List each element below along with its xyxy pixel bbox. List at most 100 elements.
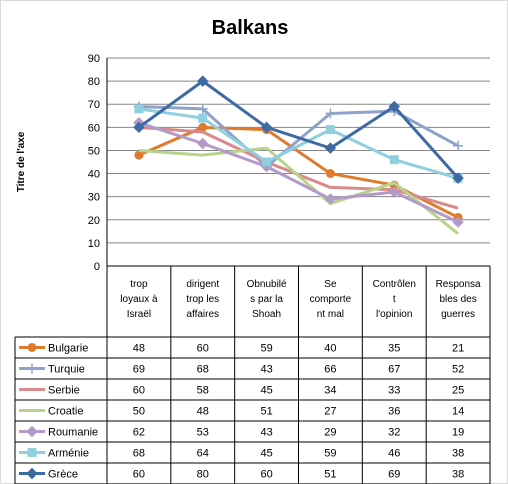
data-point — [325, 125, 335, 135]
table-cell: 45 — [260, 448, 272, 460]
table-cell: 38 — [452, 448, 464, 460]
table-cell: 59 — [324, 448, 336, 460]
table-cell: 64 — [197, 448, 209, 460]
data-point — [388, 186, 400, 198]
series-line — [138, 121, 459, 224]
legend-label: Turquie — [48, 364, 85, 376]
table-cell: 36 — [388, 406, 400, 418]
table-cell: 48 — [197, 406, 209, 418]
series-croatie — [138, 146, 460, 235]
series-roumanie — [133, 117, 464, 228]
y-axis-title: Titre de l'axe — [16, 131, 27, 192]
data-point — [133, 121, 145, 134]
series-line — [138, 79, 460, 180]
table-cell: 58 — [197, 385, 209, 397]
data-point — [197, 103, 208, 114]
legend-marker — [26, 467, 38, 480]
table-cell: 52 — [452, 364, 464, 376]
table-cell: 32 — [388, 427, 400, 439]
data-point — [134, 150, 144, 160]
category-label-line: t — [393, 294, 396, 305]
y-tick-label: 20 — [88, 215, 100, 227]
legend-label: Bulgarie — [48, 343, 88, 355]
data-point — [262, 157, 272, 167]
legend-label: Serbie — [48, 385, 80, 397]
data-point — [260, 121, 273, 134]
category-label-line: affaires — [186, 309, 219, 320]
category-label-line: s par la — [250, 294, 283, 305]
table-cell: 80 — [197, 469, 209, 481]
legend-marker — [27, 343, 37, 352]
data-point — [197, 75, 209, 87]
table-cell: 60 — [260, 469, 272, 481]
table-cell: 59 — [260, 343, 272, 355]
table-cell: 43 — [260, 427, 272, 439]
category-label-line: trop les — [186, 294, 219, 305]
data-point — [325, 108, 336, 119]
y-tick-label: 50 — [88, 145, 100, 157]
category-label-line: bles des — [439, 294, 476, 305]
category-label: dirigent trop les affaires — [186, 279, 219, 320]
category-label-line: loyaux à — [120, 294, 158, 305]
y-tick-label: 0 — [94, 261, 100, 273]
series-grèce — [133, 75, 464, 184]
category-label: Responsa bles des guerres — [436, 279, 481, 320]
table-cell: 29 — [324, 427, 336, 439]
table-cell: 69 — [388, 469, 400, 481]
table-cell: 35 — [388, 343, 400, 355]
chart-title: Balkans — [212, 17, 289, 39]
data-point — [198, 113, 208, 123]
y-tick-label: 70 — [88, 99, 100, 111]
data-point — [324, 142, 337, 154]
table-cell: 40 — [324, 343, 336, 355]
category-label-line: guerres — [441, 309, 475, 320]
legend-marker — [26, 425, 38, 438]
legend-entry: Bulgarie — [19, 343, 88, 355]
y-tick-label: 60 — [88, 122, 100, 134]
category-label-line: Israël — [127, 309, 151, 320]
table-cell: 21 — [452, 343, 464, 355]
legend-label: Arménie — [48, 448, 89, 460]
series-lines — [133, 75, 464, 235]
table-cell: 60 — [133, 469, 145, 481]
category-label-line: comporte — [310, 294, 352, 305]
data-point — [453, 140, 464, 151]
legend-entry: Serbie — [19, 385, 80, 397]
table-cell: 46 — [388, 448, 400, 460]
legend-label: Roumanie — [48, 427, 98, 439]
y-tick-label: 90 — [88, 53, 100, 65]
table-cell: 67 — [388, 364, 400, 376]
table-cell: 48 — [133, 343, 145, 355]
table-cell: 50 — [133, 406, 145, 418]
table-cell: 38 — [452, 469, 464, 481]
legend-entry: Arménie — [19, 448, 89, 460]
legend-marker — [27, 363, 37, 374]
y-tick-label: 40 — [88, 169, 100, 181]
table-cell: 68 — [197, 364, 209, 376]
data-point — [452, 172, 464, 184]
category-label: Se comporte nt mal — [310, 279, 352, 320]
category-label-line: Shoah — [252, 309, 281, 320]
y-tick-label: 30 — [88, 192, 100, 204]
table-cell: 33 — [388, 385, 400, 397]
data-point — [325, 169, 335, 179]
series-line — [138, 107, 459, 180]
y-tick-label: 80 — [88, 76, 100, 88]
legend-entry: Turquie — [19, 363, 85, 376]
table-cell: 69 — [133, 364, 145, 376]
data-point — [389, 155, 399, 165]
table-cell: 45 — [260, 385, 272, 397]
data-point — [388, 100, 400, 113]
data-table: trop loyaux à Israël dirigent trop les affair… — [14, 266, 491, 484]
table-cell: 25 — [452, 385, 464, 397]
table-cell: 27 — [324, 406, 336, 418]
series-arménie — [134, 104, 463, 183]
legend-entry: Grèce — [19, 467, 78, 481]
table-cell: 60 — [133, 385, 145, 397]
legend-label: Croatie — [48, 406, 83, 418]
data-point — [134, 104, 144, 114]
table-cell: 51 — [324, 469, 336, 481]
table-cell: 43 — [260, 364, 272, 376]
legend-entry: Roumanie — [19, 425, 98, 439]
